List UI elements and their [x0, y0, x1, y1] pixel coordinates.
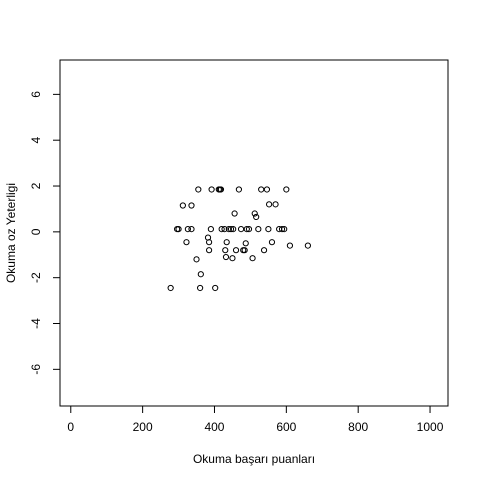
data-point	[272, 201, 279, 208]
y-tick-label: -6	[29, 364, 43, 375]
data-point	[183, 239, 190, 246]
y-tick-label: 0	[29, 228, 43, 235]
data-point	[281, 226, 288, 233]
data-point	[245, 226, 253, 233]
data-point	[265, 226, 272, 233]
data-point	[167, 284, 174, 292]
data-point	[242, 240, 249, 247]
data-point	[223, 239, 230, 246]
x-tick-label: 800	[348, 420, 368, 434]
y-tick-label: -4	[29, 318, 43, 329]
data-point	[227, 226, 235, 233]
data-point	[243, 226, 250, 233]
x-axis-label: Okuma başarı puanları	[193, 452, 315, 466]
data-point	[232, 247, 240, 254]
data-point	[222, 247, 229, 254]
y-tick-label: 4	[29, 137, 43, 144]
data-point	[249, 255, 256, 262]
data-point	[265, 201, 273, 208]
data-point	[193, 256, 200, 263]
data-point	[241, 247, 248, 254]
data-point	[225, 226, 232, 233]
data-point	[179, 202, 186, 209]
data-point	[208, 186, 215, 193]
data-point	[255, 226, 262, 233]
data-point	[237, 226, 245, 233]
y-axis: -6 -4 -2 0 2 4 6	[29, 91, 61, 375]
data-point	[175, 226, 182, 233]
data-point	[188, 202, 195, 209]
data-point	[263, 186, 271, 193]
data-point	[184, 226, 191, 233]
data-point	[222, 253, 230, 261]
data-point	[253, 213, 260, 221]
data-point	[251, 210, 258, 217]
y-axis-label: Okuma oz Yeterligi	[4, 183, 18, 283]
data-point	[229, 255, 236, 262]
x-tick-label: 400	[204, 420, 224, 434]
data-point	[207, 226, 214, 233]
data-point	[268, 239, 276, 246]
y-tick-label: 2	[29, 182, 43, 189]
data-point	[197, 271, 204, 278]
data-point	[205, 247, 213, 254]
data-point	[218, 226, 225, 233]
data-point	[188, 226, 195, 233]
data-point	[260, 247, 268, 254]
data-point	[235, 186, 243, 193]
data-point	[212, 284, 219, 292]
data-point	[221, 226, 228, 233]
x-axis: 0 200 400 600 800 1000	[67, 405, 444, 434]
x-tick-label: 600	[276, 420, 296, 434]
data-point	[258, 186, 265, 193]
plot-frame	[59, 59, 449, 407]
data-point	[217, 186, 225, 193]
data-point	[286, 242, 294, 249]
data-point	[278, 226, 286, 233]
y-tick-label: -2	[29, 272, 43, 283]
data-point	[231, 210, 238, 217]
data-point	[304, 242, 311, 249]
data-point	[283, 186, 290, 193]
data-point	[230, 226, 237, 233]
x-tick-label: 0	[67, 420, 74, 434]
x-tick-label: 200	[133, 420, 153, 434]
x-tick-label: 1000	[417, 420, 444, 434]
data-points	[167, 186, 311, 292]
data-point	[205, 239, 213, 246]
y-tick-label: 6	[29, 91, 43, 98]
data-point	[197, 284, 204, 292]
data-point	[195, 186, 202, 193]
